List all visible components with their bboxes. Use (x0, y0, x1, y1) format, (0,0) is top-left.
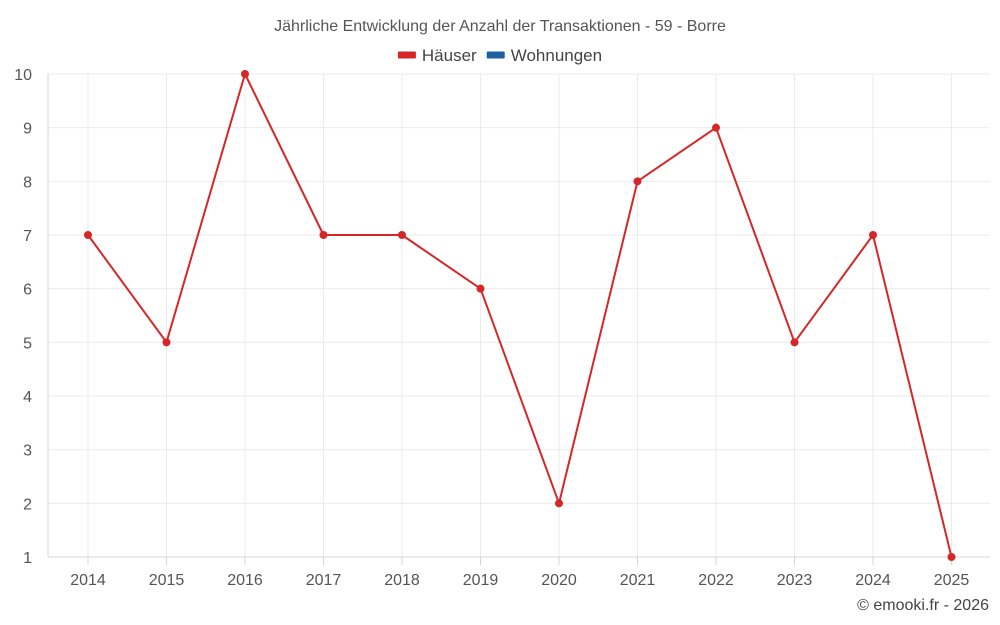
legend-item-1[interactable]: Wohnungen (486, 46, 602, 65)
data-point (398, 231, 406, 239)
legend-item-0[interactable]: Häuser (397, 46, 477, 65)
chart-title: Jährliche Entwicklung der Anzahl der Tra… (274, 18, 726, 35)
data-point (241, 70, 249, 78)
x-tick-label: 2017 (306, 572, 342, 589)
legend-label: Wohnungen (511, 46, 602, 65)
data-point (84, 231, 92, 239)
x-tick-label: 2025 (934, 572, 970, 589)
y-tick-label: 3 (23, 443, 32, 460)
data-point (555, 499, 563, 508)
x-tick-label: 2019 (463, 572, 499, 589)
y-tick-label: 2 (23, 496, 32, 513)
x-tick-label: 2016 (227, 572, 263, 589)
y-tick-label: 9 (23, 121, 32, 138)
data-point (476, 284, 485, 293)
x-tick-label: 2018 (384, 572, 420, 589)
x-tick-label: 2023 (777, 572, 813, 589)
series-line-0 (87, 73, 953, 558)
data-point (869, 231, 877, 239)
grid (48, 73, 990, 558)
y-tick-label: 4 (23, 389, 32, 406)
data-point (162, 338, 171, 347)
x-tick-label: 2020 (541, 572, 577, 589)
y-tick-label: 6 (23, 282, 32, 299)
data-point (319, 231, 328, 239)
series-layer (84, 70, 956, 561)
data-point (790, 338, 799, 347)
y-tick-label: 7 (23, 228, 32, 245)
legend-label: Häuser (422, 46, 477, 65)
x-tick-label: 2021 (620, 572, 656, 589)
data-point (947, 553, 956, 561)
data-point (712, 123, 720, 132)
legend-swatch (486, 51, 505, 59)
credit: © emooki.fr - 2026 (857, 597, 989, 614)
legend: Häuser Wohnungen (397, 46, 602, 65)
y-tick-label: 5 (23, 335, 32, 352)
y-tick-label: 8 (23, 174, 32, 191)
y-tick-label: 10 (14, 67, 32, 84)
x-tick-label: 2022 (698, 572, 734, 589)
x-axis: 2014 2015 2016 2017 2018 2019 2020 2021 2022 2023… (48, 556, 990, 589)
y-tick-label: 1 (23, 550, 32, 567)
x-tick-label: 2014 (70, 572, 106, 589)
legend-swatch (397, 51, 416, 59)
data-point (633, 177, 642, 186)
x-tick-label: 2024 (855, 572, 891, 589)
x-tick-label: 2015 (149, 572, 185, 589)
y-axis: 1 2 3 4 5 6 7 8 9 10 (14, 67, 49, 567)
